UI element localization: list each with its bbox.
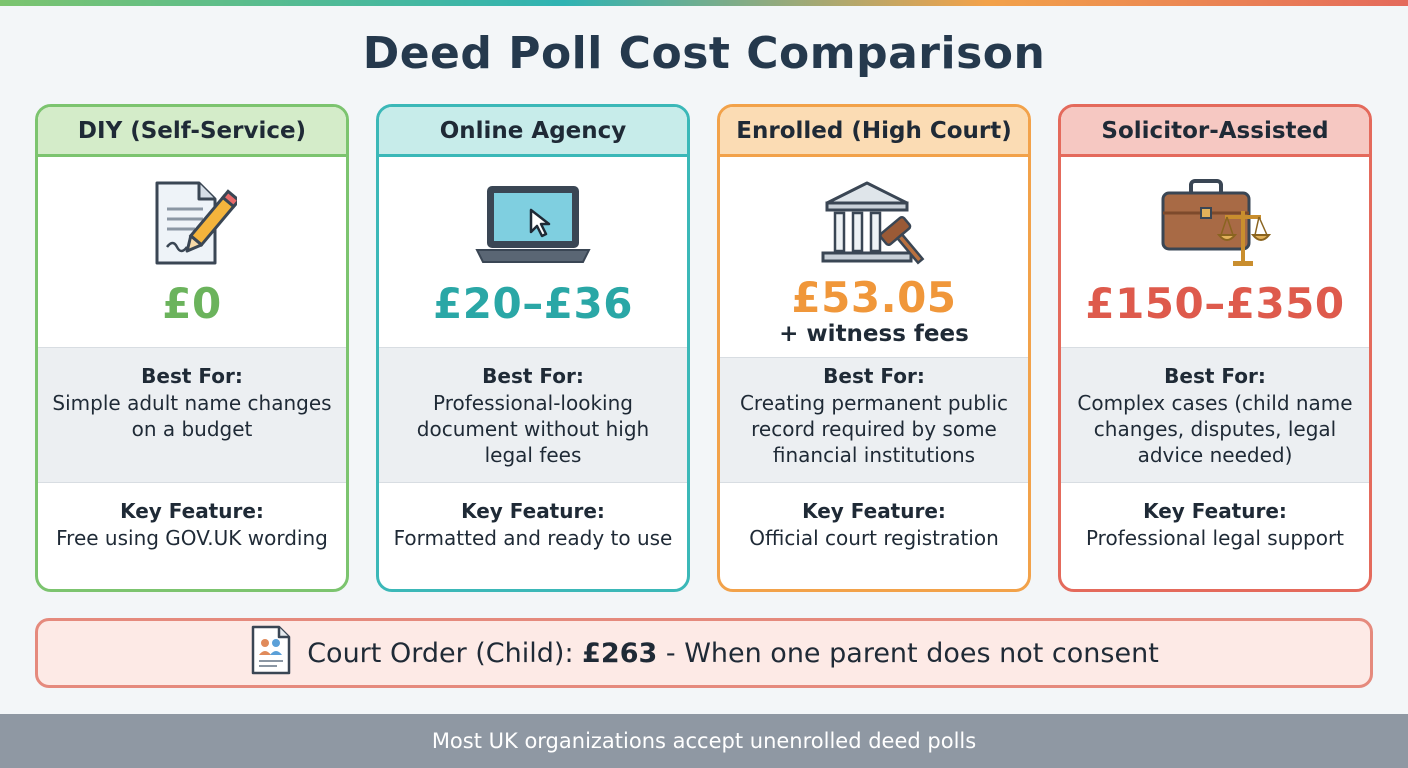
card-header: Enrolled (High Court) (720, 107, 1028, 157)
price-note: + witness fees (779, 321, 969, 347)
card-header: Solicitor-Assisted (1061, 107, 1369, 157)
price: £0 (162, 279, 222, 328)
family-document-icon (249, 623, 293, 684)
best-for-section: Best For: Creating permanent public reco… (720, 357, 1028, 483)
court-order-text: Court Order (Child): £263 - When one par… (307, 638, 1159, 669)
court-order-label: Court Order (Child): (307, 637, 583, 669)
card-header: Online Agency (379, 107, 687, 157)
briefcase-scales-icon (1061, 175, 1369, 271)
price: £20–£36 (433, 279, 633, 328)
best-for-section: Best For: Simple adult name changes on a… (38, 347, 346, 483)
top-accent-stripe (0, 0, 1408, 6)
best-for-label: Best For: (482, 364, 584, 388)
best-for-text: Simple adult name changes on a budget (52, 391, 332, 441)
key-feature-label: Key Feature: (802, 499, 946, 523)
price: £53.05 (791, 273, 957, 322)
court-order-amount: £263 (582, 637, 658, 669)
best-for-label: Best For: (141, 364, 243, 388)
best-for-section: Best For: Complex cases (child name chan… (1061, 347, 1369, 483)
best-for-label: Best For: (823, 364, 925, 388)
card-enrolled: Enrolled (High Court) £53.05 + witness f… (717, 104, 1031, 592)
key-feature-text: Professional legal support (1085, 526, 1345, 550)
best-for-section: Best For: Professional-looking document … (379, 347, 687, 483)
card-online-agency: Online Agency £20–£36 Best For: Professi… (376, 104, 690, 592)
footer-note: Most UK organizations accept unenrolled … (0, 714, 1408, 768)
key-feature-text: Free using GOV.UK wording (56, 526, 328, 550)
best-for-text: Professional-looking document without hi… (416, 391, 650, 467)
key-feature-text: Formatted and ready to use (393, 526, 673, 550)
court-order-condition: - When one parent does not consent (657, 637, 1159, 669)
key-feature-label: Key Feature: (120, 499, 264, 523)
card-solicitor: Solicitor-Assisted £150–£350 Best For: C… (1058, 104, 1372, 592)
courthouse-gavel-icon (720, 175, 1028, 271)
key-feature-text: Official court registration (749, 526, 999, 550)
key-feature-label: Key Feature: (461, 499, 605, 523)
best-for-text: Complex cases (child name changes, dispu… (1077, 391, 1353, 467)
key-feature-section: Key Feature: Free using GOV.UK wording (38, 497, 346, 551)
best-for-label: Best For: (1164, 364, 1266, 388)
key-feature-section: Key Feature: Formatted and ready to use (379, 497, 687, 551)
document-pencil-icon (38, 175, 346, 271)
key-feature-section: Key Feature: Official court registration (720, 497, 1028, 551)
key-feature-label: Key Feature: (1143, 499, 1287, 523)
card-diy: DIY (Self-Service) £0 Best For: Simple a… (35, 104, 349, 592)
key-feature-section: Key Feature: Professional legal support (1061, 497, 1369, 551)
best-for-text: Creating permanent public record require… (739, 391, 1009, 467)
page-title: Deed Poll Cost Comparison (362, 28, 1046, 79)
court-order-banner: Court Order (Child): £263 - When one par… (35, 618, 1373, 688)
laptop-cursor-icon (379, 175, 687, 271)
card-header: DIY (Self-Service) (38, 107, 346, 157)
price: £150–£350 (1085, 279, 1345, 328)
